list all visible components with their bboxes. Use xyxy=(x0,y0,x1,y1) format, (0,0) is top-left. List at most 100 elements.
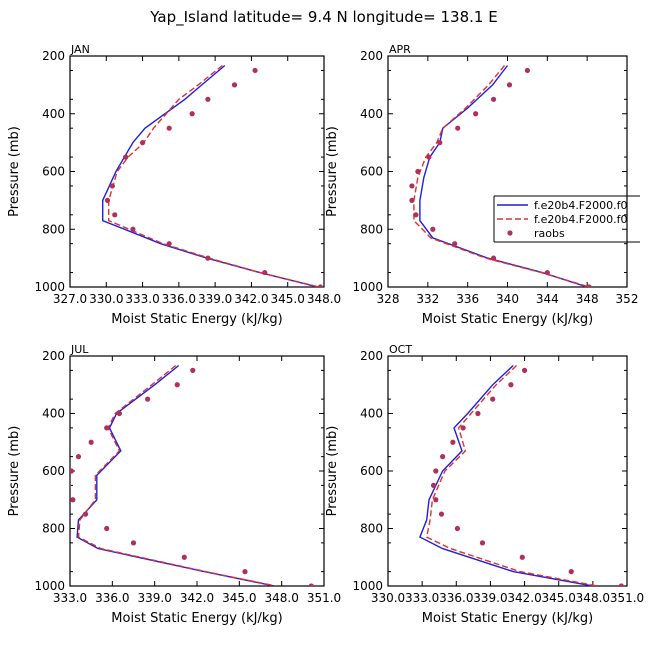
raobs-point xyxy=(433,497,439,503)
legend-label: raobs xyxy=(534,227,565,240)
raobs-point xyxy=(104,425,110,431)
raobs-point xyxy=(242,569,248,575)
legend-marker-raobs xyxy=(507,230,513,236)
data-area xyxy=(409,65,592,287)
x-tick-label: 339.0 xyxy=(137,591,171,605)
x-tick-label: 339.0 xyxy=(198,292,232,306)
model-line-solid xyxy=(76,364,275,586)
raobs-point xyxy=(166,241,172,247)
raobs-point xyxy=(454,525,461,532)
x-tick-label: 342.0 xyxy=(234,292,268,306)
raobs-point xyxy=(438,511,445,517)
y-tick-label: 800 xyxy=(42,522,65,536)
y-axis-label: Pressure (mb) xyxy=(7,426,22,517)
raobs-point xyxy=(479,540,486,546)
raobs-point xyxy=(506,82,513,88)
raobs-point xyxy=(130,540,137,546)
raobs-point xyxy=(524,67,531,74)
x-tick-label: 342.0 xyxy=(180,591,214,605)
y-axis-label: Pressure (mb) xyxy=(325,426,340,517)
y-tick-label: 400 xyxy=(42,107,65,121)
x-tick-label: 336 xyxy=(456,292,479,306)
x-tick-label: 336.0 xyxy=(439,591,473,605)
legend-label: f.e20b4.F2000.f0 xyxy=(534,213,628,226)
raobs-point xyxy=(145,396,151,402)
x-axis-label: Moist Static Energy (kJ/kg) xyxy=(422,312,593,327)
raobs-point xyxy=(455,125,461,131)
model-line-dashed xyxy=(77,364,277,586)
y-tick-label: 800 xyxy=(42,222,65,236)
raobs-point xyxy=(426,154,432,160)
raobs-point xyxy=(116,410,122,417)
panel-title: JAN xyxy=(70,43,90,56)
raobs-point xyxy=(618,583,624,586)
y-tick-label: 200 xyxy=(42,49,65,63)
x-tick-label: 345.0 xyxy=(542,591,576,605)
model-line-dashed xyxy=(425,364,598,586)
raobs-point xyxy=(437,140,443,146)
raobs-point xyxy=(415,168,421,175)
data-area xyxy=(101,64,323,287)
raobs-point xyxy=(70,483,72,488)
y-tick-label: 600 xyxy=(360,464,383,478)
data-area xyxy=(419,364,624,586)
raobs-point xyxy=(104,525,110,532)
raobs-point xyxy=(490,396,496,402)
y-tick-label: 400 xyxy=(42,407,65,421)
model-line-solid xyxy=(419,364,594,586)
legend-label: f.e20b4.F2000.f0 xyxy=(534,199,628,212)
raobs-point xyxy=(430,482,437,488)
raobs-point xyxy=(508,382,514,388)
raobs-point xyxy=(413,212,419,218)
x-tick-label: 348.0 xyxy=(307,292,341,306)
x-tick-label: 351.0 xyxy=(307,591,341,605)
raobs-point xyxy=(112,212,118,218)
plot-frame xyxy=(387,355,628,587)
raobs-point xyxy=(174,382,180,388)
panel-title: JUL xyxy=(70,343,89,356)
x-tick-label: 330.0 xyxy=(89,292,123,306)
x-tick-label: 352 xyxy=(616,292,639,306)
model-line-dashed xyxy=(107,64,320,287)
data-area xyxy=(70,364,314,586)
raobs-point xyxy=(568,569,574,575)
x-tick-label: 336.0 xyxy=(162,292,196,306)
x-tick-label: 345.0 xyxy=(271,292,305,306)
x-tick-label: 348.0 xyxy=(576,591,610,605)
x-tick-label: 351.0 xyxy=(610,591,644,605)
raobs-point xyxy=(430,226,436,232)
y-tick-label: 200 xyxy=(360,49,383,63)
raobs-point xyxy=(166,125,172,131)
raobs-point xyxy=(88,439,94,445)
raobs-point xyxy=(317,284,323,287)
y-tick-label: 200 xyxy=(42,349,65,363)
x-tick-label: 328 xyxy=(377,292,400,306)
raobs-point xyxy=(452,241,458,247)
x-tick-label: 339.0 xyxy=(473,591,507,605)
panel-title: OCT xyxy=(389,343,412,356)
y-tick-label: 800 xyxy=(360,522,383,536)
raobs-point xyxy=(82,511,89,517)
raobs-point xyxy=(519,554,525,560)
raobs-point xyxy=(70,468,75,474)
x-tick-label: 348 xyxy=(576,292,599,306)
raobs-point xyxy=(490,96,497,102)
y-tick-label: 600 xyxy=(360,165,383,179)
x-axis-label: Moist Static Energy (kJ/kg) xyxy=(111,312,282,327)
raobs-point xyxy=(433,468,439,474)
raobs-point xyxy=(139,140,146,146)
y-tick-label: 600 xyxy=(42,464,65,478)
y-axis-label: Pressure (mb) xyxy=(325,126,340,217)
plot-frame xyxy=(69,55,325,288)
raobs-point xyxy=(409,183,415,189)
y-tick-label: 1000 xyxy=(34,579,65,593)
x-axis-label: Moist Static Energy (kJ/kg) xyxy=(111,611,282,626)
panel-title: APR xyxy=(389,43,411,56)
x-tick-label: 336.0 xyxy=(95,591,129,605)
plot-frame xyxy=(387,55,628,288)
